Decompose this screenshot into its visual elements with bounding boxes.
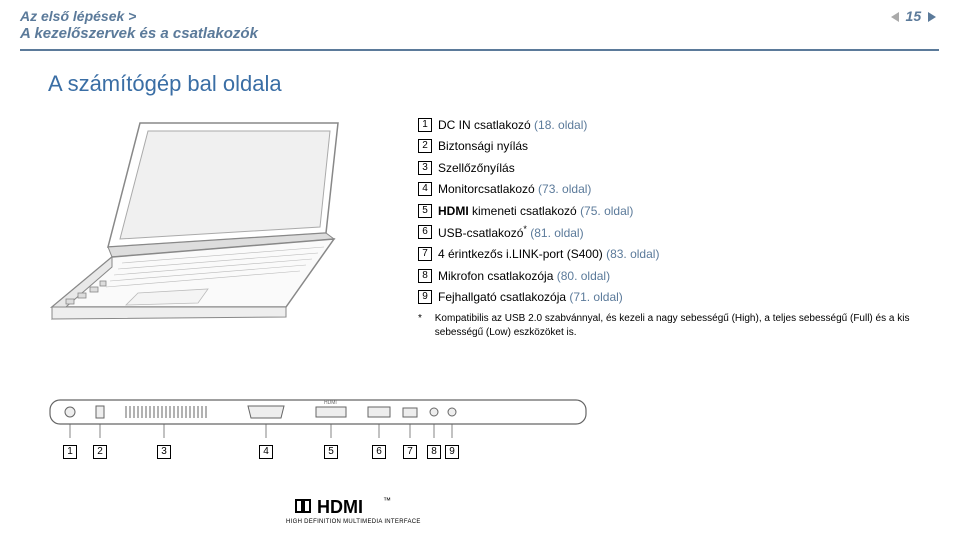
item-text: HDMI kimeneti csatlakozó (75. oldal) (438, 201, 633, 221)
callout-9: 9 (445, 445, 459, 459)
page-link[interactable]: (81. oldal) (530, 226, 583, 240)
port-item-1: 1 DC IN csatlakozó (18. oldal) (418, 115, 911, 135)
laptop-illustration (48, 115, 378, 340)
item-number: 6 (418, 225, 432, 239)
callout-3: 3 (157, 445, 171, 459)
item-number: 2 (418, 139, 432, 153)
page-link[interactable]: (83. oldal) (606, 247, 659, 261)
port-item-9: 9 Fejhallgató csatlakozója (71. oldal) (418, 287, 911, 307)
header-divider (20, 49, 939, 51)
port-list: 1 DC IN csatlakozó (18. oldal) 2 Biztonsági… (418, 115, 911, 340)
page-link[interactable]: (75. oldal) (580, 204, 633, 218)
item-text: Monitorcsatlakozó (73. oldal) (438, 179, 591, 199)
footnote: *Kompatibilis az USB 2.0 szabvánnyal, és… (418, 312, 911, 340)
hdmi-logo: HDMI ™ HIGH DEFINITION MULTIMEDIA INTERF… (286, 495, 421, 525)
page-link[interactable]: (73. oldal) (538, 182, 591, 196)
side-view-diagram: HDMI 1 2 3 4 5 6 789 (48, 392, 588, 462)
item-text: Fejhallgató csatlakozója (71. oldal) (438, 287, 623, 307)
item-number: 4 (418, 182, 432, 196)
page-title: A számítógép bal oldala (48, 71, 959, 97)
callout-7: 7 (403, 445, 417, 459)
page-link[interactable]: (71. oldal) (569, 290, 622, 304)
port-item-4: 4 Monitorcsatlakozó (73. oldal) (418, 179, 911, 199)
item-number: 7 (418, 247, 432, 261)
item-number: 5 (418, 204, 432, 218)
callout-8: 8 (427, 445, 441, 459)
callout-5: 5 (324, 445, 338, 459)
svg-text:HDMI: HDMI (324, 400, 337, 406)
item-number: 9 (418, 290, 432, 304)
item-text: DC IN csatlakozó (18. oldal) (438, 115, 587, 135)
port-item-6: 6 USB-csatlakozó* (81. oldal) (418, 222, 911, 243)
callout-6: 6 (372, 445, 386, 459)
svg-text:™: ™ (383, 496, 391, 505)
prev-page-arrow[interactable] (891, 12, 899, 22)
callout-row: 1 2 3 4 5 6 789 (48, 442, 588, 462)
port-item-7: 7 4 érintkezős i.LINK-port (S400) (83. ol… (418, 244, 911, 264)
port-item-2: 2 Biztonsági nyílás (418, 136, 911, 156)
port-item-8: 8 Mikrofon csatlakozója (80. oldal) (418, 266, 911, 286)
page-link[interactable]: (18. oldal) (534, 118, 587, 132)
callout-2: 2 (93, 445, 107, 459)
hdmi-subtitle: HIGH DEFINITION MULTIMEDIA INTERFACE (286, 519, 421, 525)
port-item-5: 5 HDMI kimeneti csatlakozó (75. oldal) (418, 201, 911, 221)
callout-1: 1 (63, 445, 77, 459)
port-item-3: 3 Szellőzőnyílás (418, 158, 911, 178)
item-text: USB-csatlakozó* (81. oldal) (438, 222, 584, 243)
next-page-arrow[interactable] (928, 12, 936, 22)
item-text: Mikrofon csatlakozója (80. oldal) (438, 266, 610, 286)
page-link[interactable]: (80. oldal) (557, 269, 610, 283)
breadcrumb: Az első lépések > (20, 8, 939, 24)
item-number: 1 (418, 118, 432, 132)
item-text: Szellőzőnyílás (438, 158, 515, 178)
item-number: 8 (418, 269, 432, 283)
section-title: A kezelőszervek és a csatlakozók (20, 25, 939, 42)
item-number: 3 (418, 161, 432, 175)
svg-text:HDMI: HDMI (317, 497, 363, 517)
page-number: 15 (888, 8, 939, 24)
item-text: 4 érintkezős i.LINK-port (S400) (83. old… (438, 244, 659, 264)
item-text: Biztonsági nyílás (438, 136, 528, 156)
callout-4: 4 (259, 445, 273, 459)
